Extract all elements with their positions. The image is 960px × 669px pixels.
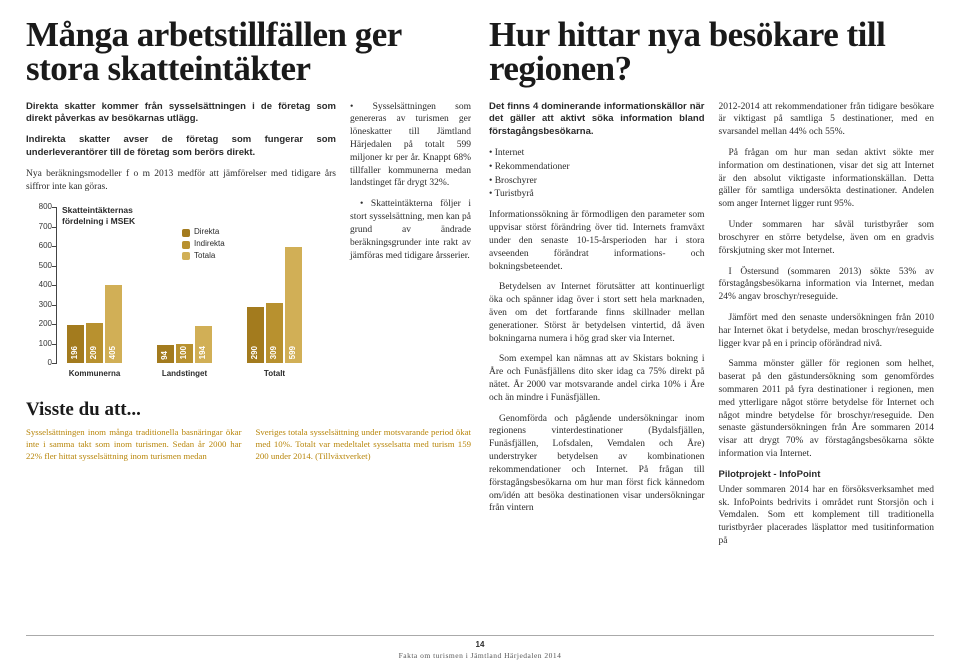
y-axis-label: 600 <box>28 241 52 252</box>
bar: 290 <box>247 307 264 364</box>
didyou-p2: Sveriges totala sysselsättning under mot… <box>256 427 472 463</box>
didyou-p1: Sysselsättningen inom många traditionell… <box>26 427 242 463</box>
bar-value: 405 <box>108 346 119 359</box>
y-axis-label: 300 <box>28 300 52 311</box>
bar: 405 <box>105 285 122 364</box>
y-axis-label: 0 <box>28 358 52 369</box>
right-p10: Samma mönster gäller för regionen som he… <box>719 358 935 461</box>
info-sources-list: InternetRekommendationerBroschyrerTurist… <box>489 147 705 201</box>
left-body-col2: • Sysselsättningen som genereras av turi… <box>350 101 471 384</box>
bar: 599 <box>285 247 302 364</box>
bar: 309 <box>266 303 283 363</box>
legend-swatch <box>182 241 190 249</box>
group-label: Totalt <box>247 369 302 380</box>
bar: 196 <box>67 325 84 363</box>
bar-value: 194 <box>198 346 209 359</box>
y-axis-tick <box>52 227 57 228</box>
right-p9: Jämfört med den senaste undersökningen f… <box>719 312 935 350</box>
y-axis-tick <box>52 246 57 247</box>
bar-chart: Kommunerna 196 209 405 Landstinget 94 100 194 To… <box>26 203 336 383</box>
right-p3: Som exempel kan nämnas att av Skistars b… <box>489 353 705 404</box>
y-axis-label: 500 <box>28 261 52 272</box>
did-you-know: Visste du att... Sysselsättningen inom m… <box>26 397 471 462</box>
left-body: Direkta skatter kommer från sysselsättni… <box>26 101 471 384</box>
y-axis-tick <box>52 207 57 208</box>
bar: 194 <box>195 326 212 364</box>
left-col2-b1: • Sysselsättningen som genereras av turi… <box>350 101 471 191</box>
left-p1: Nya beräkningsmodeller f o m 2013 medför… <box>26 168 336 194</box>
footer-source: Fakta om turismen i Jämtland Härjedalen … <box>26 651 934 661</box>
page: Många arbetstillfällen ger stora skattei… <box>26 18 934 610</box>
lead-2: Indirekta skatter avser de företag som f… <box>26 134 336 160</box>
y-axis-label: 800 <box>28 202 52 213</box>
page-footer: 14 Fakta om turismen i Jämtland Härjedal… <box>26 635 934 661</box>
right-lead: Det finns 4 dominerande informationskäll… <box>489 101 705 139</box>
page-number: 14 <box>26 640 934 651</box>
right-pilot: Under sommaren 2014 har en försöksverksa… <box>719 484 935 548</box>
legend-label: Totala <box>194 251 215 262</box>
list-item: Internet <box>489 147 705 160</box>
y-axis-tick <box>52 324 57 325</box>
right-p1: Informationssökning är förmodligen den p… <box>489 209 705 273</box>
legend-label: Indirekta <box>194 239 225 250</box>
left-column: Många arbetstillfällen ger stora skattei… <box>26 18 471 610</box>
legend-swatch <box>182 229 190 237</box>
y-axis-tick <box>52 363 57 364</box>
chart-wrap: Skatteintäkternas fördelning i MSEK Komm… <box>26 203 336 383</box>
bar-value: 94 <box>160 351 171 360</box>
pilot-head: Pilotprojekt - InfoPoint <box>719 469 935 482</box>
legend-row: Direkta <box>182 227 225 238</box>
bar-value: 100 <box>179 346 190 359</box>
y-axis-tick <box>52 344 57 345</box>
legend-label: Direkta <box>194 227 219 238</box>
legend-row: Indirekta <box>182 239 225 250</box>
bar: 100 <box>176 344 193 364</box>
right-p5: 2012-2014 att rekommendationer från tidi… <box>719 101 935 139</box>
chart-legend: DirektaIndirektaTotala <box>182 227 225 262</box>
right-p2: Betydelsen av Internet förutsätter att k… <box>489 281 705 345</box>
lead-1: Direkta skatter kommer från sysselsättni… <box>26 101 336 127</box>
didyou-cols: Sysselsättningen inom många traditionell… <box>26 427 471 463</box>
y-axis-tick <box>52 266 57 267</box>
y-axis-tick <box>52 285 57 286</box>
y-axis-label: 200 <box>28 319 52 330</box>
y-axis-label: 400 <box>28 280 52 291</box>
bar: 94 <box>157 345 174 363</box>
right-p8: I Östersund (sommaren 2013) sökte 53% av… <box>719 266 935 304</box>
right-body-col1: Det finns 4 dominerande informationskäll… <box>489 101 705 556</box>
left-body-col1: Direkta skatter kommer från sysselsättni… <box>26 101 336 384</box>
bar: 209 <box>86 323 103 364</box>
left-col2-b2: • Skatteintäkterna följer i stort syssel… <box>350 198 471 262</box>
bar-value: 599 <box>288 346 299 359</box>
bar-value: 309 <box>269 346 280 359</box>
right-body: Det finns 4 dominerande informationskäll… <box>489 101 934 556</box>
list-item: Broschyrer <box>489 175 705 188</box>
bar-value: 209 <box>89 346 100 359</box>
right-body-col2: 2012-2014 att rekommendationer från tidi… <box>719 101 935 556</box>
bar-value: 290 <box>250 346 261 359</box>
right-column: Hur hittar nya besökare till regionen? D… <box>489 18 934 610</box>
legend-row: Totala <box>182 251 225 262</box>
group-label: Kommunerna <box>67 369 122 380</box>
list-item: Rekommendationer <box>489 161 705 174</box>
list-item: Turistbyrå <box>489 188 705 201</box>
y-axis-tick <box>52 305 57 306</box>
didyou-title: Visste du att... <box>26 397 471 423</box>
y-axis-label: 700 <box>28 222 52 233</box>
left-col2-b1-text: Sysselsättningen som genereras av turism… <box>350 102 471 189</box>
right-headline: Hur hittar nya besökare till regionen? <box>489 18 934 87</box>
legend-swatch <box>182 252 190 260</box>
right-p7: Under sommaren har såväl turistbyråer so… <box>719 219 935 257</box>
y-axis-label: 100 <box>28 339 52 350</box>
group-label: Landstinget <box>157 369 212 380</box>
left-headline: Många arbetstillfällen ger stora skattei… <box>26 18 471 87</box>
bar-value: 196 <box>70 346 81 359</box>
right-p4: Genomförda och pågående undersökningar i… <box>489 413 705 516</box>
right-p6: På frågan om hur man sedan aktivt sökte … <box>719 147 935 211</box>
